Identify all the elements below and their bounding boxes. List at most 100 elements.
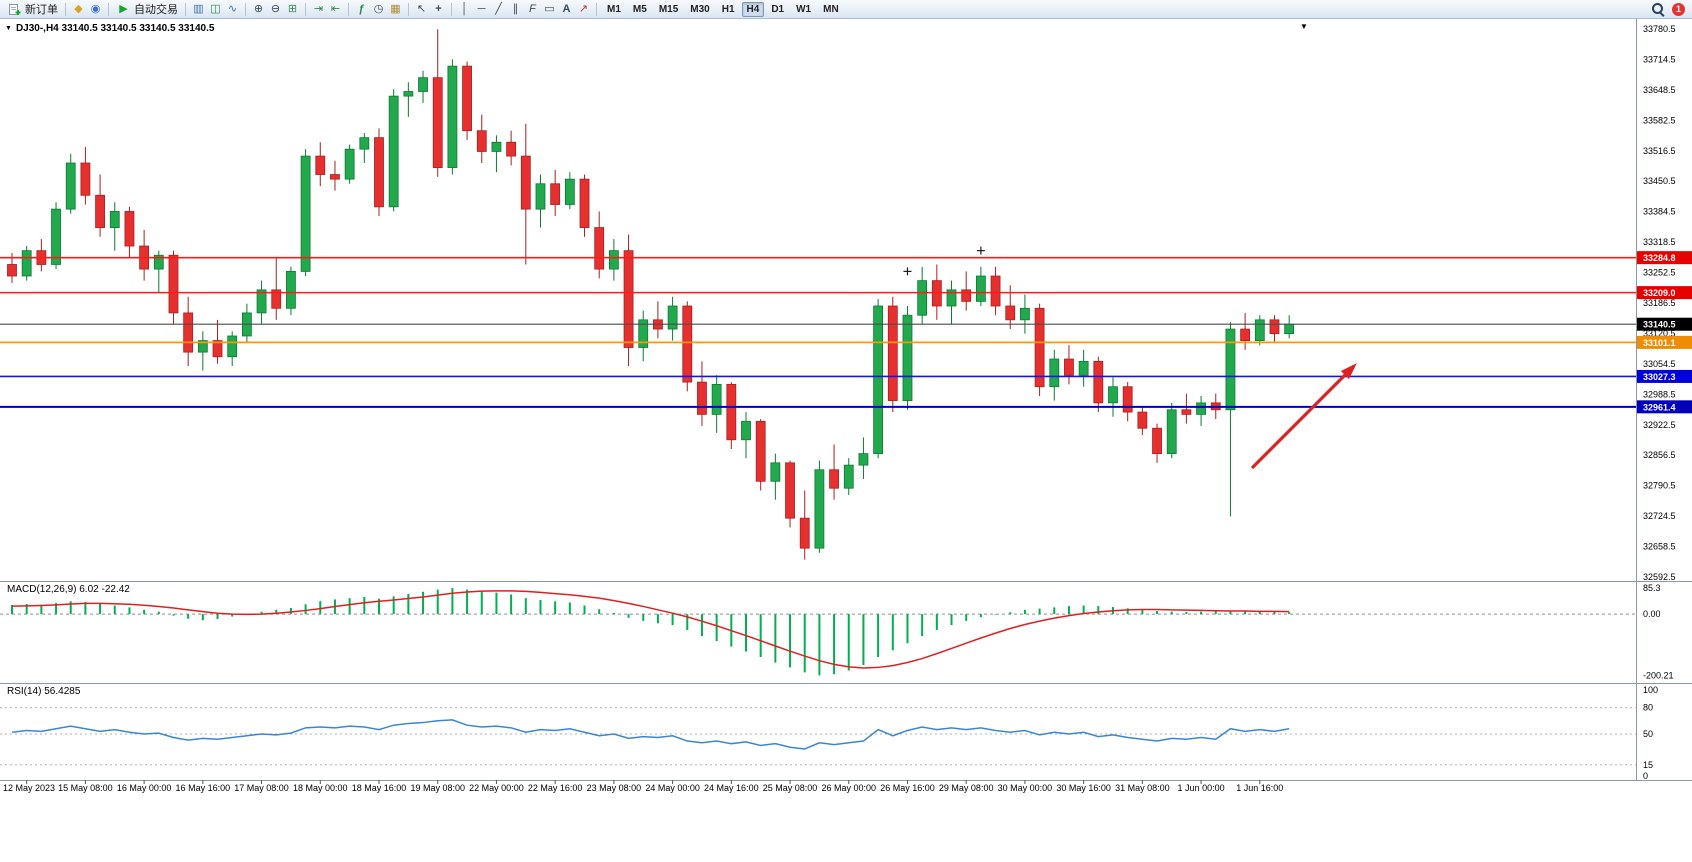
toolbar-separator (408, 2, 409, 16)
auto-trading-button[interactable]: ▶ 自动交易 (113, 1, 181, 18)
rsi-label: RSI(14) 56.4285 (7, 686, 81, 697)
timeframe-h4[interactable]: H4 (741, 1, 765, 17)
time-axis-label: 15 May 08:00 (58, 783, 113, 793)
new-order-label: 新订单 (25, 4, 58, 16)
svg-text:100: 100 (1643, 685, 1658, 695)
svg-text:33384.5: 33384.5 (1643, 207, 1676, 217)
arrow-tool-icon[interactable]: ↗ (578, 2, 589, 15)
svg-text:33516.5: 33516.5 (1643, 146, 1676, 156)
time-axis-label: 16 May 16:00 (175, 783, 231, 793)
symbol-dropdown-icon[interactable]: ▼ (5, 25, 12, 32)
timeframe-m5[interactable]: M5 (632, 3, 647, 15)
timeframe-w1[interactable]: W1 (796, 3, 812, 15)
svg-text:33318.5: 33318.5 (1643, 237, 1676, 247)
zoom-out-icon[interactable]: ⊖ (270, 2, 281, 15)
svg-text:33582.5: 33582.5 (1643, 115, 1676, 125)
svg-text:33780.5: 33780.5 (1643, 24, 1676, 34)
time-axis-label: 18 May 00:00 (292, 783, 348, 793)
toolbar-separator (185, 2, 186, 16)
timeframe-d1[interactable]: D1 (771, 3, 785, 15)
toolbar-separator (348, 2, 349, 16)
timeframe-m30[interactable]: M30 (690, 3, 710, 15)
macd-pane[interactable]: 85.3 0.00 -200.21 (0, 583, 1674, 680)
time-axis-label: 16 May 00:00 (116, 783, 172, 793)
text-tool-icon[interactable]: A (562, 2, 571, 15)
crosshair-icon[interactable]: + (435, 2, 442, 15)
templates-icon[interactable]: ▦ (390, 2, 401, 15)
svg-text:32856.5: 32856.5 (1643, 450, 1676, 460)
svg-text:32922.5: 32922.5 (1643, 420, 1676, 430)
chart-shift-icon[interactable]: ⇤ (330, 2, 341, 15)
chart-symbol-header: ▼ DJ30-,H4 33140.5 33140.5 33140.5 33140… (5, 23, 214, 34)
trend-arrow[interactable] (1250, 363, 1357, 470)
chart-shift-marker-icon[interactable]: ▼ (1300, 22, 1308, 31)
toolbar-separator (65, 2, 66, 16)
symbol-ohlc-text: DJ30-,H4 33140.5 33140.5 33140.5 33140.5 (15, 23, 215, 34)
periods-icon[interactable]: ◷ (373, 2, 384, 15)
time-axis-label: 22 May 00:00 (469, 783, 524, 793)
timeframe-m1[interactable]: M1 (607, 3, 621, 15)
bar-chart-icon[interactable]: ▥ (193, 2, 204, 15)
shapes-tool-icon[interactable]: ▭ (544, 2, 555, 15)
svg-text:32658.5: 32658.5 (1643, 542, 1676, 552)
zoom-in-icon[interactable]: ⊕ (253, 2, 264, 15)
svg-text:32961.4: 32961.4 (1643, 402, 1676, 412)
vertical-line-tool-icon[interactable]: │ (461, 2, 468, 15)
time-axis-ticks[interactable] (26, 780, 1261, 784)
svg-text:0: 0 (1643, 771, 1648, 781)
svg-text:0.00: 0.00 (1643, 609, 1661, 619)
time-axis-label: 30 May 00:00 (997, 783, 1053, 793)
horizontal-lines-layer[interactable]: 33284.8 33209.0 33140.5 33101.1 33027.3 32961… (0, 251, 1692, 414)
svg-text:33054.5: 33054.5 (1643, 359, 1676, 369)
price-axis-labels[interactable]: 33780.5 33714.5 33648.5 33582.5 33516.5 33450… (1643, 24, 1676, 582)
svg-text:-200.21: -200.21 (1643, 670, 1674, 680)
toolbar-separator (451, 2, 452, 16)
time-axis-label: 17 May 08:00 (234, 783, 289, 793)
svg-text:33120.5: 33120.5 (1643, 328, 1676, 338)
toolbar-separator (108, 2, 109, 16)
toolbar-right-group: 1 (1651, 2, 1688, 16)
toolbar-separator (596, 2, 597, 16)
time-axis-label: 26 May 00:00 (821, 783, 877, 793)
history-center-icon[interactable]: ◉ (90, 2, 101, 15)
svg-text:33648.5: 33648.5 (1643, 85, 1676, 95)
timeframe-mn[interactable]: MN (823, 3, 839, 15)
time-axis-label: 19 May 08:00 (410, 783, 465, 793)
svg-text:33140.5: 33140.5 (1643, 320, 1676, 330)
channel-tool-icon[interactable]: ∥ (512, 2, 519, 15)
svg-text:33450.5: 33450.5 (1643, 176, 1676, 186)
search-icon[interactable] (1651, 2, 1665, 16)
candlestick-chart-icon[interactable]: ◫ (210, 2, 221, 15)
time-axis-label: 26 May 16:00 (880, 783, 935, 793)
play-icon: ▶ (119, 2, 128, 15)
time-axis-label: 1 Jun 00:00 (1177, 783, 1225, 793)
candles-layer (7, 29, 1295, 560)
new-order-icon (7, 1, 22, 18)
svg-text:33209.0: 33209.0 (1643, 288, 1676, 298)
notification-badge[interactable]: 1 (1672, 2, 1685, 16)
indicators-icon[interactable]: ƒ (358, 2, 365, 15)
time-axis-label: 29 May 08:00 (938, 783, 994, 793)
time-axis[interactable]: 12 May 2023 15 May 08:00 16 May 00:00 16 Ma… (0, 780, 1636, 797)
timeframe-m15[interactable]: M15 (658, 3, 679, 15)
trendline-tool-icon[interactable]: ╱ (495, 2, 502, 15)
tile-windows-icon[interactable]: ⊞ (287, 2, 298, 15)
timeframe-h1[interactable]: H1 (721, 3, 735, 15)
time-axis-label: 18 May 16:00 (351, 783, 407, 793)
profiles-icon[interactable]: ◆ (74, 2, 83, 15)
svg-text:85.3: 85.3 (1643, 583, 1661, 593)
cursor-icon[interactable]: ↖ (416, 2, 427, 15)
time-axis-label: 24 May 00:00 (645, 783, 700, 793)
auto-scroll-icon[interactable]: ⇥ (313, 2, 324, 15)
time-axis-label: 1 Jun 16:00 (1236, 783, 1284, 793)
rsi-pane[interactable]: 100 80 50 150 (0, 685, 1658, 781)
fibonacci-tool-icon[interactable]: F (529, 2, 536, 15)
new-order-button[interactable]: 新订单 (4, 1, 61, 18)
svg-text:80: 80 (1643, 703, 1653, 713)
horizontal-line-tool-icon[interactable]: ─ (477, 2, 486, 15)
svg-text:33714.5: 33714.5 (1643, 54, 1676, 64)
main-toolbar: 新订单 ◆ ◉ ▶ 自动交易 ▥ ◫ ∿ ⊕ ⊖ ⊞ ⇥ ⇤ ƒ ◷ ▦ ↖ +… (0, 0, 1692, 19)
line-chart-icon[interactable]: ∿ (227, 2, 238, 15)
time-axis-label: 23 May 08:00 (586, 783, 642, 793)
